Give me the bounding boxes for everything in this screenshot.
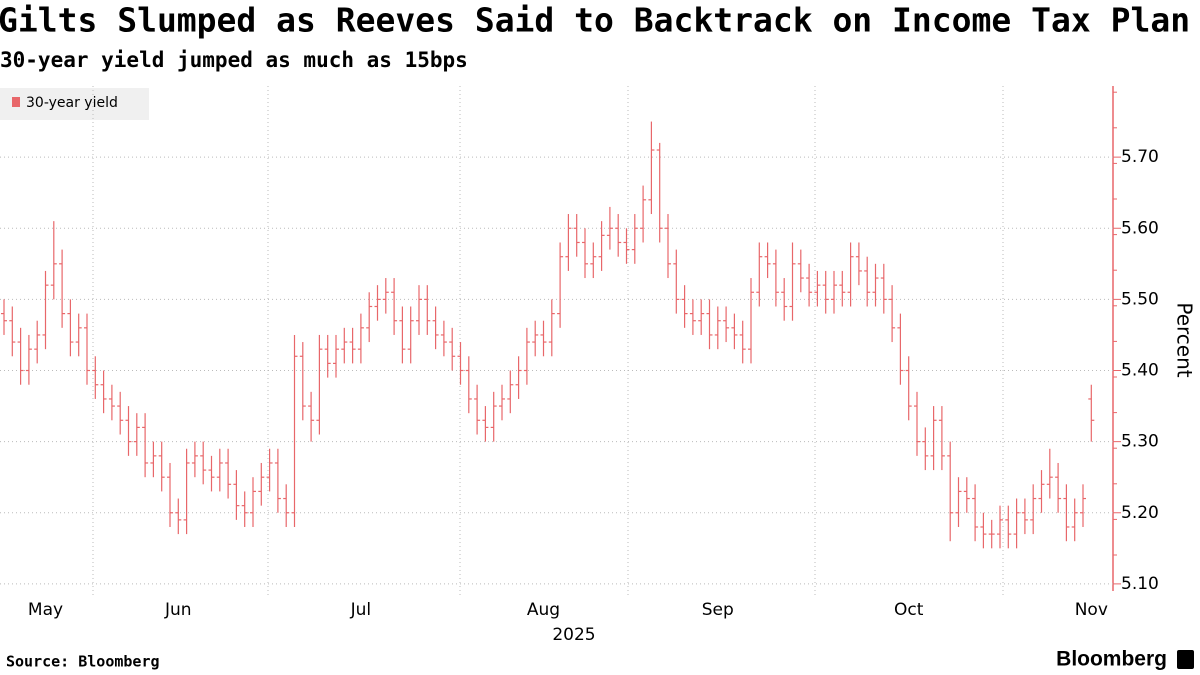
y-tick-label: 5.30	[1121, 432, 1159, 452]
legend-label: 30-year yield	[26, 95, 118, 111]
x-tick-label: May	[28, 600, 63, 620]
brand-logo: Bloomberg	[1056, 648, 1167, 671]
source: Source: Bloomberg	[6, 653, 160, 671]
x-tick-label: Oct	[894, 600, 924, 620]
y-tick-label: 5.50	[1121, 289, 1159, 309]
x-axis-year: 2025	[552, 625, 595, 645]
x-tick-label: Nov	[1075, 600, 1108, 620]
x-tick-label: Aug	[527, 600, 560, 620]
chart-title: Gilts Slumped as Reeves Said to Backtrac…	[0, 1, 1190, 40]
y-tick-label: 5.20	[1121, 503, 1159, 523]
x-tick-label: Jun	[164, 600, 192, 620]
x-tick-label: Jul	[350, 600, 372, 620]
legend-box	[0, 88, 149, 120]
y-axis-title: Percent	[1173, 302, 1197, 377]
y-tick-label: 5.60	[1121, 218, 1159, 238]
y-tick-label: 5.70	[1121, 147, 1159, 167]
y-tick-label: 5.40	[1121, 361, 1159, 381]
brand-icon	[1177, 650, 1194, 669]
chart-subtitle: 30-year yield jumped as much as 15bps	[0, 48, 468, 72]
x-tick-label: Sep	[702, 600, 734, 620]
y-tick-label: 5.10	[1121, 574, 1159, 594]
legend-swatch	[12, 97, 20, 107]
